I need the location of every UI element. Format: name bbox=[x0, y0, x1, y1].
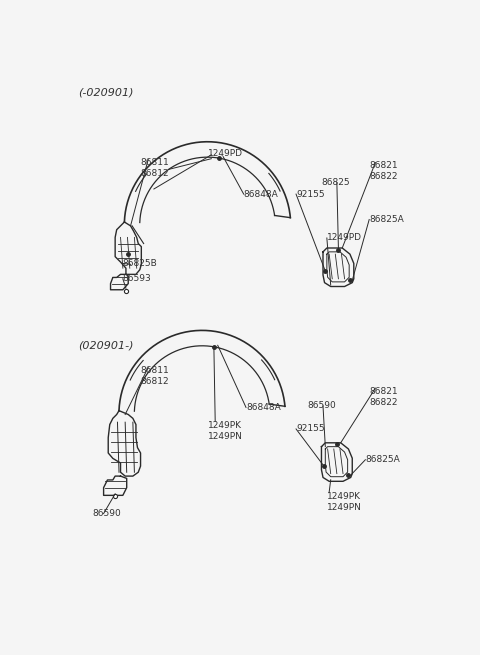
Text: 1249PD: 1249PD bbox=[327, 233, 362, 242]
Text: 86825: 86825 bbox=[322, 178, 350, 187]
Text: (020901-): (020901-) bbox=[78, 341, 133, 350]
Text: 86811
86812: 86811 86812 bbox=[141, 158, 169, 178]
Text: 86590: 86590 bbox=[92, 509, 121, 518]
Text: 86825A: 86825A bbox=[365, 455, 400, 464]
Text: 86848A: 86848A bbox=[244, 189, 278, 198]
Text: 1249PD: 1249PD bbox=[207, 149, 242, 158]
Text: (-020901): (-020901) bbox=[78, 88, 133, 98]
Text: 86593: 86593 bbox=[123, 274, 152, 284]
Text: 1249PK
1249PN: 1249PK 1249PN bbox=[207, 421, 242, 441]
Text: 86825B: 86825B bbox=[123, 259, 157, 268]
Text: 86590: 86590 bbox=[308, 402, 336, 410]
Text: 92155: 92155 bbox=[296, 424, 324, 434]
Text: 86825A: 86825A bbox=[369, 215, 404, 224]
Text: 86811
86812: 86811 86812 bbox=[141, 365, 169, 386]
Text: 92155: 92155 bbox=[296, 189, 324, 198]
Text: 86821
86822: 86821 86822 bbox=[369, 386, 398, 407]
Text: 86821
86822: 86821 86822 bbox=[369, 161, 398, 181]
Text: 1249PK
1249PN: 1249PK 1249PN bbox=[327, 492, 362, 512]
Text: 86848A: 86848A bbox=[246, 403, 281, 412]
